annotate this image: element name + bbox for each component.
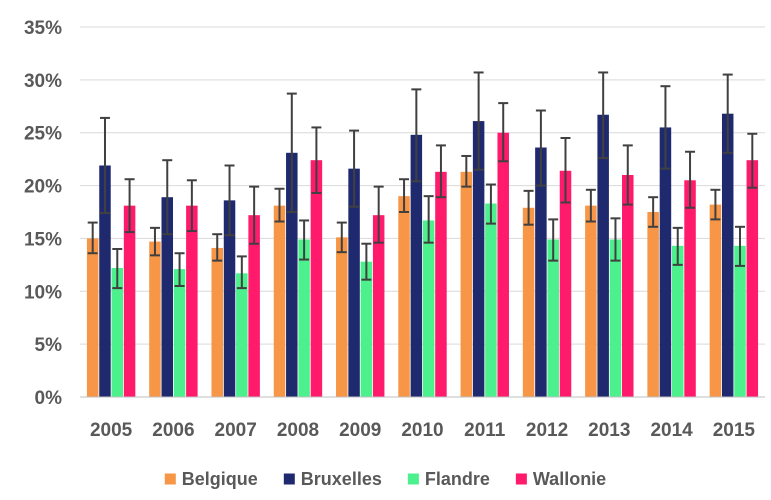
bar-belgique-2008 <box>273 205 286 397</box>
legend-label: Flandre <box>425 469 490 489</box>
x-tick-label: 2014 <box>650 420 693 441</box>
bar-bruxelles-2010 <box>410 134 423 398</box>
bar-wallonie-2015 <box>746 160 759 397</box>
bar-bruxelles-2013 <box>597 114 609 397</box>
legend-swatch <box>283 473 295 485</box>
bar-bruxelles-2007 <box>223 200 236 397</box>
y-axis-ticks: 0% 5% 10% 15% 20% 25% 30% 35% <box>24 18 62 409</box>
bar-wallonie-2006 <box>186 205 198 397</box>
bars <box>86 113 759 398</box>
legend-label: Bruxelles <box>301 469 382 489</box>
x-tick-label: 2006 <box>152 420 194 441</box>
bar-flandre-2010 <box>422 220 435 397</box>
bar-flandre-2011 <box>485 203 497 397</box>
bar-wallonie-2010 <box>435 171 447 397</box>
legend-item-belgique: Belgique <box>164 469 258 489</box>
y-tick-label: 25% <box>24 124 62 145</box>
bar-bruxelles-2015 <box>721 113 734 397</box>
legend-item-bruxelles: Bruxelles <box>283 469 382 489</box>
y-tick-label: 15% <box>24 229 62 250</box>
y-tick-label: 5% <box>35 335 63 356</box>
y-tick-label: 30% <box>24 71 62 92</box>
bar-belgique-2009 <box>336 237 348 397</box>
x-tick-label: 2011 <box>464 420 506 441</box>
bar-wallonie-2012 <box>559 170 572 397</box>
bar-flandre-2009 <box>360 261 373 397</box>
bar-bruxelles-2011 <box>472 121 485 397</box>
legend-item-flandre: Flandre <box>407 469 490 489</box>
bar-flandre-2005 <box>111 268 124 397</box>
legend-swatch <box>407 473 419 485</box>
legend-swatch <box>515 473 527 485</box>
bar-belgique-2015 <box>709 204 722 397</box>
bar-belgique-2011 <box>460 171 473 397</box>
x-tick-label: 2013 <box>588 420 630 441</box>
bar-flandre-2013 <box>609 239 622 397</box>
bar-bruxelles-2005 <box>99 165 111 397</box>
y-tick-label: 0% <box>35 388 63 409</box>
x-axis-ticks: 2005 2006 2007 2008 2009 2010 2011 2012 2013 2014… <box>90 420 755 441</box>
legend-item-wallonie: Wallonie <box>515 469 606 489</box>
bar-flandre-2007 <box>236 273 248 397</box>
x-tick-label: 2015 <box>713 420 756 441</box>
bar-bruxelles-2012 <box>535 147 547 397</box>
bar-flandre-2006 <box>173 269 186 397</box>
bar-wallonie-2005 <box>123 205 136 397</box>
bar-flandre-2012 <box>547 239 559 397</box>
bar-belgique-2010 <box>398 196 410 397</box>
bar-bruxelles-2006 <box>161 197 174 397</box>
x-tick-label: 2010 <box>401 420 443 441</box>
bar-belgique-2014 <box>647 212 659 397</box>
x-tick-label: 2007 <box>215 420 257 441</box>
bar-belgique-2012 <box>522 207 535 397</box>
bar-bruxelles-2009 <box>348 168 360 397</box>
legend: Belgique Bruxelles Flandre Wallonie <box>164 469 606 489</box>
bar-belgique-2005 <box>86 238 99 397</box>
x-tick-label: 2005 <box>90 420 133 441</box>
legend-swatch <box>164 473 176 485</box>
error-bars <box>87 71 758 290</box>
bar-belgique-2013 <box>585 205 597 397</box>
bar-wallonie-2011 <box>497 132 509 397</box>
bar-bruxelles-2014 <box>659 127 672 397</box>
legend-label: Belgique <box>182 469 258 489</box>
bar-flandre-2015 <box>734 245 746 397</box>
x-tick-label: 2008 <box>277 420 319 441</box>
bar-flandre-2008 <box>298 239 310 397</box>
legend-label: Wallonie <box>533 469 606 489</box>
x-tick-label: 2012 <box>526 420 568 441</box>
bar-wallonie-2009 <box>372 215 385 397</box>
bar-flandre-2014 <box>671 245 684 397</box>
bar-wallonie-2013 <box>622 175 634 397</box>
y-tick-label: 20% <box>24 177 62 198</box>
bar-wallonie-2007 <box>248 215 260 397</box>
bar-wallonie-2014 <box>684 180 696 397</box>
bar-bruxelles-2008 <box>286 152 298 397</box>
bar-belgique-2006 <box>149 241 161 397</box>
bar-wallonie-2008 <box>310 160 323 397</box>
bar-belgique-2007 <box>211 247 223 397</box>
x-tick-label: 2009 <box>339 420 381 441</box>
y-tick-label: 10% <box>24 282 62 303</box>
y-tick-label: 35% <box>24 18 62 39</box>
